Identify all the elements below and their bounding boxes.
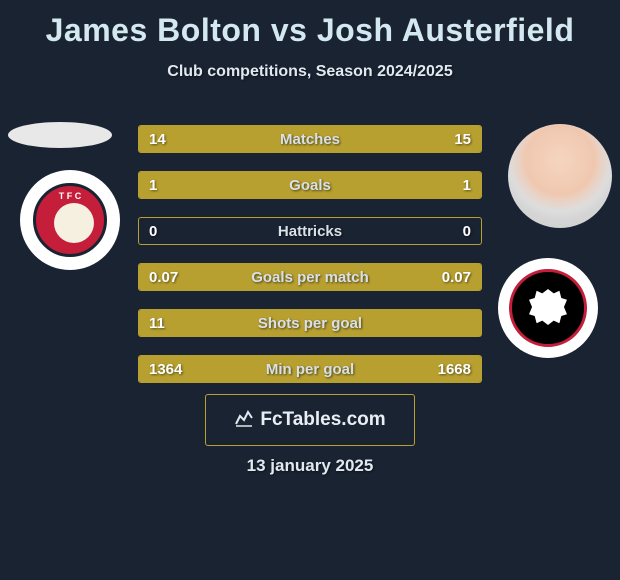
- stat-value-left: 1364: [149, 361, 182, 378]
- stat-value-right: 15: [454, 131, 471, 148]
- stat-label: Min per goal: [266, 361, 354, 378]
- club-badge-right: [498, 258, 598, 358]
- subtitle: Club competitions, Season 2024/2025: [0, 63, 620, 81]
- stat-row: 14 15 Matches: [138, 125, 482, 153]
- stat-bar-left: [139, 172, 310, 198]
- stat-value-left: 1: [149, 177, 157, 194]
- stat-label: Goals per match: [251, 269, 369, 286]
- stat-value-left: 14: [149, 131, 166, 148]
- stat-bar-right: [310, 172, 481, 198]
- stat-value-left: 11: [149, 315, 165, 332]
- date-text: 13 january 2025: [0, 456, 620, 476]
- stat-value-right: 1: [463, 177, 471, 194]
- stat-label: Matches: [280, 131, 340, 148]
- club-badge-left: T F C: [20, 170, 120, 270]
- stat-row: 1364 1668 Min per goal: [138, 355, 482, 383]
- player-left-avatar: [8, 122, 112, 148]
- stats-table: 1415Matches11Goals00Hattricks0.070.07Goa…: [138, 125, 482, 401]
- stat-label: Shots per goal: [258, 315, 362, 332]
- stat-value-left: 0.07: [149, 269, 178, 286]
- player-right-avatar: [508, 124, 612, 228]
- stat-row: 0.07 0.07 Goals per match: [138, 263, 482, 291]
- stat-row: 11 Shots per goal: [138, 309, 482, 337]
- stat-value-right: 0.07: [442, 269, 471, 286]
- page-title: James Bolton vs Josh Austerfield: [0, 0, 620, 49]
- stat-value-right: 0: [463, 223, 471, 240]
- stat-value-left: 0: [149, 223, 157, 240]
- chart-icon: [234, 408, 254, 433]
- stat-label: Goals: [289, 177, 331, 194]
- fctables-attribution: FcTables.com: [205, 394, 415, 446]
- stat-value-right: 1668: [438, 361, 471, 378]
- stat-row: 0 0 Hattricks: [138, 217, 482, 245]
- stat-row: 1 1 Goals: [138, 171, 482, 199]
- stat-label: Hattricks: [278, 223, 342, 240]
- fctables-label: FcTables.com: [260, 409, 385, 431]
